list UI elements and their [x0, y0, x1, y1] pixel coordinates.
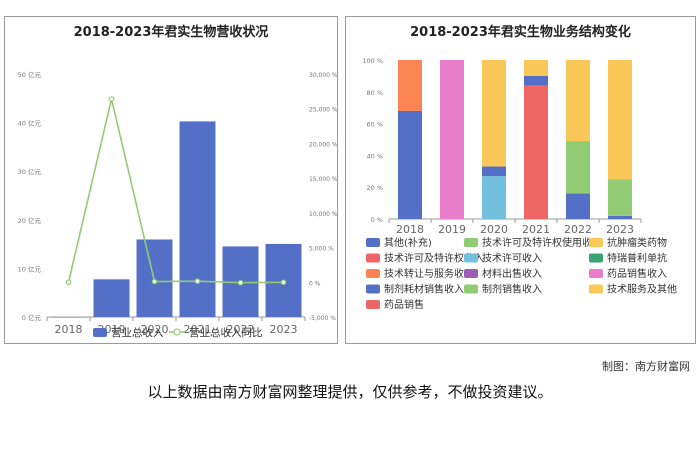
- stacked-bar-segment: [566, 60, 590, 142]
- legend-label: 制剂耗材销售收入: [384, 283, 464, 296]
- y-left-tick-label: 10 亿元: [18, 264, 42, 273]
- revenue-chart-panel: 2018-2023年君实生物营收状况 0 亿元 10 亿元 20 亿元 30 亿元 40…: [4, 16, 338, 344]
- x-tick-label: 2019: [438, 223, 466, 236]
- y-tick-label: 0 %: [371, 216, 383, 224]
- revenue-bar: [93, 279, 130, 317]
- stacked-bar-segment: [608, 60, 632, 180]
- legend-swatch: [464, 284, 478, 294]
- yoy-point: [108, 96, 115, 102]
- legend-label: 药品销售: [384, 298, 424, 311]
- x-tick-label: 2018: [55, 323, 83, 336]
- y-tick-label: 40 %: [366, 152, 383, 160]
- stacked-bar-segment: [608, 215, 632, 219]
- stacked-bar-segment: [566, 193, 590, 219]
- y-left-tick-label: 20 亿元: [18, 216, 42, 225]
- x-tick-label: 2023: [270, 323, 298, 336]
- legend-label: 材料出售收入: [482, 267, 542, 280]
- stacked-bar-segment: [398, 110, 422, 219]
- legend-swatch: [366, 300, 380, 309]
- y-tick-label: 100 %: [362, 57, 383, 65]
- y-left-tick-label: 40 亿元: [18, 119, 42, 128]
- stacked-bar-segment: [608, 179, 632, 216]
- y-right-tick-label: -5,000 %: [309, 315, 336, 322]
- y-right-tick-label: 10,000 %: [309, 211, 337, 218]
- structure-chart-panel: 2018-2023年君实生物业务结构变化 0 % 20 % 40 % 60 % 80 %…: [345, 16, 696, 344]
- legend-swatch: [366, 253, 380, 263]
- x-tick-label: 2022: [564, 223, 592, 236]
- source-label: 制图：南方财富网: [602, 360, 690, 373]
- legend-swatch: [589, 269, 603, 278]
- y-left-tick-label: 50 亿元: [18, 70, 42, 79]
- stacked-bar-segment: [524, 85, 548, 219]
- yoy-point: [237, 279, 244, 286]
- y-right-tick-label: 25,000 %: [309, 107, 337, 114]
- y-tick-label: 80 %: [366, 89, 383, 97]
- legend-label: 技术许可及特许权收入: [384, 252, 484, 265]
- yoy-point: [151, 278, 158, 285]
- y-right-tick-label: 30,000 %: [309, 72, 337, 79]
- y-right-tick-label: 20,000 %: [309, 141, 337, 148]
- x-tick-label: 2021: [184, 323, 212, 336]
- legend-label: 技术许可及特许权使用收入: [482, 236, 602, 249]
- legend-swatch: [589, 253, 603, 263]
- legend-swatch: [464, 253, 478, 263]
- legend-swatch: [589, 238, 603, 247]
- legend-swatch: [464, 269, 478, 278]
- legend-label: 技术许可收入: [482, 252, 542, 265]
- stacked-bar-segment: [482, 166, 506, 177]
- revenue-bar: [179, 121, 216, 317]
- legend-swatch: [366, 238, 380, 247]
- x-tick-label: 2021: [522, 223, 550, 236]
- legend-label: 技术转让与服务收入: [384, 267, 474, 280]
- legend-swatch: [366, 284, 380, 294]
- x-tick-label: 2020: [141, 323, 169, 336]
- revenue-bar: [50, 317, 87, 318]
- revenue-chart-title: 2018-2023年君实生物营收状况: [73, 25, 269, 40]
- legend-label: 特瑞普利单抗: [607, 252, 667, 265]
- yoy-point: [65, 279, 72, 286]
- legend-label: 药品销售收入: [607, 267, 667, 280]
- yoy-point: [194, 278, 201, 285]
- yoy-line: [67, 98, 284, 284]
- stacked-bar-segment: [482, 176, 506, 219]
- stacked-bar-segment: [398, 60, 422, 111]
- legend-swatch: [366, 269, 380, 278]
- legend-swatch: [464, 238, 478, 247]
- x-tick-label: 2018: [396, 223, 424, 236]
- stacked-bar-segment: [524, 60, 548, 76]
- x-tick-label: 2022: [227, 323, 255, 336]
- legend-label: 制剂销售收入: [482, 283, 542, 296]
- y-tick-label: 20 %: [366, 184, 383, 192]
- legend-label-yoy: 营业总收入同比: [189, 326, 263, 339]
- legend-label: 其他(补充): [384, 236, 432, 249]
- structure-chart-title: 2018-2023年君实生物业务结构变化: [410, 25, 631, 40]
- y-left-tick-label: 30 亿元: [18, 167, 42, 176]
- y-right-tick-label: 15,000 %: [309, 176, 337, 183]
- stacked-bar-segment: [566, 141, 590, 194]
- legend-swatch-yoy-point: [173, 328, 181, 336]
- legend-swatch-revenue: [93, 328, 107, 337]
- structure-chart-svg: 0 % 20 % 40 % 60 % 80 % 100 % 2018 2019 2020 2021…: [362, 57, 677, 311]
- y-right-tick-label: 0 %: [309, 280, 321, 287]
- x-tick-label: 2023: [606, 223, 634, 236]
- legend-label-revenue: 营业总收入: [111, 326, 164, 339]
- x-tick-label: 2020: [480, 223, 508, 236]
- legend-label: 抗肿瘤类药物: [607, 236, 667, 249]
- legend-label: 技术服务及其他: [607, 283, 677, 296]
- y-tick-label: 60 %: [366, 121, 383, 129]
- stacked-bar-segment: [524, 75, 548, 86]
- legend-swatch: [589, 284, 603, 294]
- y-right-tick-label: 5,000 %: [309, 246, 334, 253]
- stacked-bar-segment: [440, 60, 464, 219]
- y-left-tick-label: 0 亿元: [22, 313, 42, 322]
- revenue-chart-svg: 0 亿元 10 亿元 20 亿元 30 亿元 40 亿元 50 亿元 -5,000 % 0 %…: [18, 70, 337, 339]
- stacked-bar-segment: [482, 60, 506, 167]
- yoy-point: [280, 279, 287, 286]
- disclaimer-text: 以上数据由南方财富网整理提供，仅供参考，不做投资建议。: [147, 383, 553, 401]
